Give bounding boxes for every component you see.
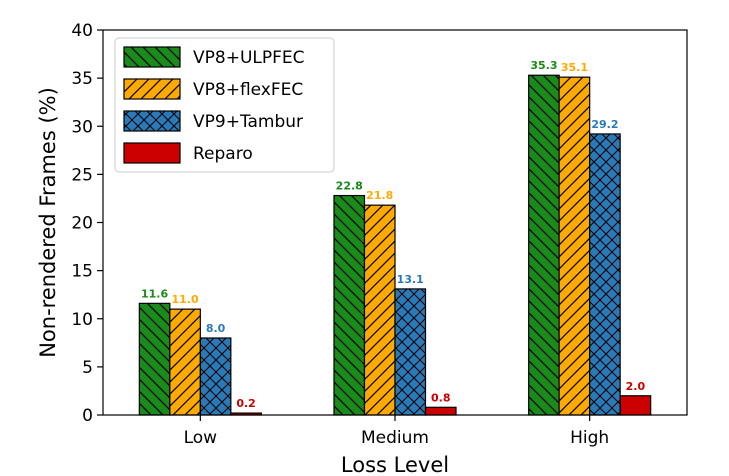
bar-hatch <box>200 338 231 415</box>
legend: VP8+ULPFEC VP8+flexFEC VP9+Tambur Reparo <box>114 37 335 173</box>
y-axis-title: Non-rendered Frames (%) <box>36 87 60 358</box>
x-axis-title: Loss Level <box>341 453 449 476</box>
data-label: 13.1 <box>397 273 424 286</box>
legend-swatch <box>124 143 180 163</box>
bar-hatch <box>559 77 590 415</box>
y-tick-label: 25 <box>71 165 93 185</box>
legend-label: Reparo <box>193 144 253 164</box>
y-axis-ticks: 0 5 10 15 20 25 30 35 40 <box>71 21 103 426</box>
y-tick-label: 35 <box>71 69 93 89</box>
x-axis-ticks: Low Medium High <box>184 415 609 448</box>
x-tick-label: Medium <box>361 428 429 448</box>
y-tick-label: 0 <box>82 406 93 426</box>
y-tick-label: 30 <box>71 117 93 137</box>
legend-entry: VP9+Tambur <box>123 110 303 132</box>
y-tick-label: 15 <box>71 262 93 282</box>
data-label: 11.0 <box>172 293 199 306</box>
data-label: 11.6 <box>141 287 168 300</box>
data-label: 2.0 <box>626 380 646 393</box>
legend-label: VP8+ULPFEC <box>193 48 305 68</box>
legend-swatch-hatch <box>124 47 180 67</box>
data-label: 0.8 <box>431 391 451 404</box>
data-label: 35.3 <box>530 59 557 72</box>
bar-hatch <box>589 133 621 415</box>
data-label: 29.2 <box>591 118 618 131</box>
bar-hatch <box>169 309 201 415</box>
bar-reparo <box>425 407 456 415</box>
legend-swatch-outline <box>123 46 181 68</box>
legend-swatch-hatch <box>124 111 180 131</box>
legend-entry: Reparo <box>123 142 253 164</box>
y-tick-label: 20 <box>71 214 93 234</box>
legend-entry: VP8+ULPFEC <box>123 46 305 68</box>
legend-swatch-outline <box>123 78 181 100</box>
bar-hatch <box>395 288 426 415</box>
legend-box <box>114 37 335 173</box>
data-label: 8.0 <box>206 322 226 335</box>
legend-swatch-outline <box>123 110 181 132</box>
bar-hatch <box>139 303 170 415</box>
x-tick-label: Low <box>184 428 218 448</box>
legend-swatch-outline <box>123 142 181 164</box>
legend-swatch-hatch <box>124 79 180 99</box>
bars <box>138 74 652 416</box>
y-tick-label: 5 <box>82 358 93 378</box>
bar-reparo <box>620 395 651 415</box>
data-label: 22.8 <box>336 180 363 193</box>
data-label: 0.2 <box>236 397 256 410</box>
data-labels: 11.6 11.0 8.0 0.2 22.821.8 13.1 0.8 35.3 35.1 29.… <box>141 59 645 410</box>
data-label: 21.8 <box>366 189 393 202</box>
bar-reparo <box>230 413 262 415</box>
x-tick-label: High <box>570 428 609 448</box>
legend-entry: VP8+flexFEC <box>123 78 303 100</box>
data-label: 35.1 <box>561 61 588 74</box>
y-tick-label: 10 <box>71 310 93 330</box>
legend-label: VP8+flexFEC <box>193 80 303 100</box>
bar-hatch <box>334 195 365 415</box>
bar-hatch <box>528 75 560 416</box>
bar-hatch <box>364 205 395 415</box>
y-tick-label: 40 <box>71 21 93 41</box>
legend-label: VP9+Tambur <box>193 112 303 132</box>
